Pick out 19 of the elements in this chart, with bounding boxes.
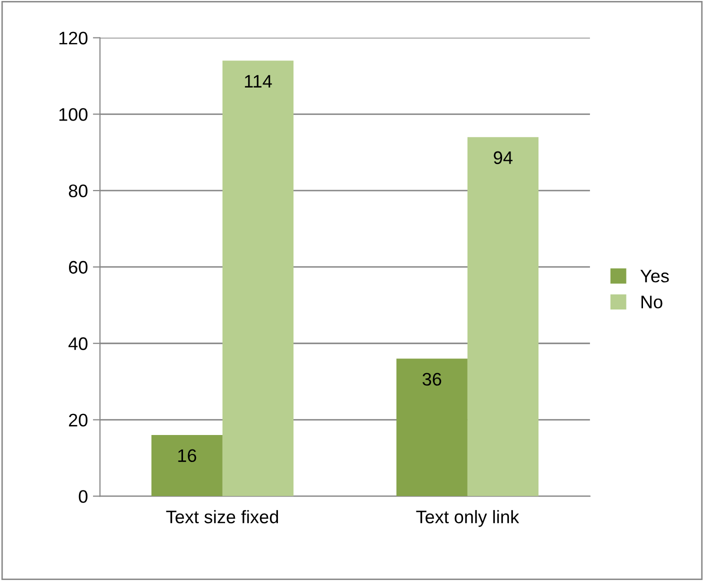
bar xyxy=(396,358,468,496)
x-tick-label: Text only link xyxy=(416,510,520,527)
data-label: 114 xyxy=(244,75,272,88)
bar xyxy=(151,435,222,496)
legend-label: No xyxy=(642,296,662,308)
y-tick-label: 60 xyxy=(69,260,88,274)
legend-label: Yes xyxy=(640,270,669,282)
y-tick-label: 0 xyxy=(78,490,88,503)
y-tick-label: 120 xyxy=(59,32,88,44)
data-label: 16 xyxy=(178,449,196,462)
data-label: 36 xyxy=(422,372,442,386)
y-tick-label: 40 xyxy=(68,337,88,350)
x-tick-label: Text size fixed xyxy=(166,510,278,524)
y-tick-label: 100 xyxy=(59,108,88,121)
y-tick-label: 80 xyxy=(68,184,88,198)
data-label: 94 xyxy=(494,151,512,164)
bar xyxy=(222,60,294,496)
bar xyxy=(467,137,539,496)
y-tick-label: 20 xyxy=(68,414,88,426)
